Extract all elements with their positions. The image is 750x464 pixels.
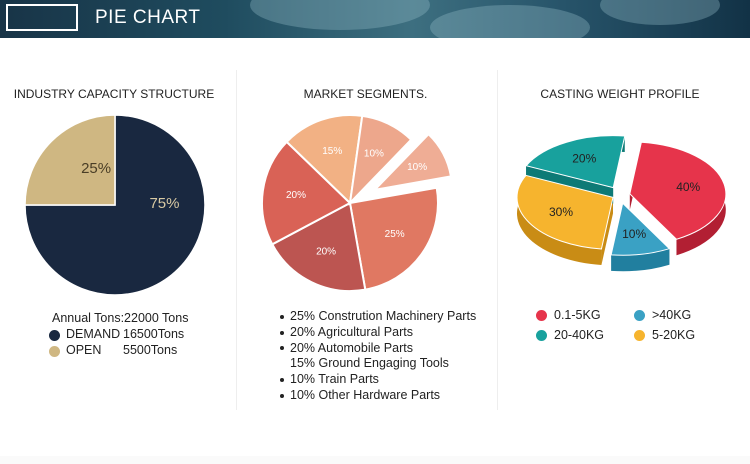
header-banner: PIE CHART xyxy=(0,0,750,38)
segments-slice xyxy=(371,132,453,192)
segments-title: MARKET SEGMENTS. xyxy=(303,87,428,101)
weight-slice-wall xyxy=(601,197,614,265)
segments-slice xyxy=(261,140,352,246)
segments-slice-group xyxy=(371,132,453,192)
column-divider xyxy=(236,70,237,410)
bullet-icon xyxy=(280,314,284,319)
capacity-slice-label: 75% xyxy=(149,195,179,212)
demand-legend-label: DEMAND xyxy=(66,327,121,341)
logo-box xyxy=(6,4,78,31)
capacity-slice-open xyxy=(24,114,116,206)
segments-list: 25% Constrution Machinery Parts 20% Agri… xyxy=(280,309,476,404)
weight-legend-dot xyxy=(536,330,547,341)
capacity-annual-tons: Annual Tons:22000 Tons xyxy=(52,311,189,325)
weight-slice-label: 40% xyxy=(676,180,700,194)
segments-pie-chart: 25% 20% 20% 15% 10% 10% xyxy=(261,114,453,292)
weight-slice-label: 30% xyxy=(549,205,573,219)
segments-slice-group xyxy=(261,140,352,246)
segments-slice xyxy=(270,201,367,292)
bullet-icon xyxy=(280,393,284,398)
weight-legend-label: 20-40KG xyxy=(554,328,605,342)
banner-cloud xyxy=(600,0,720,25)
segment-list-item: 25% Constrution Machinery Parts xyxy=(280,309,476,325)
weight-slice-top xyxy=(525,135,626,189)
banner-cloud xyxy=(250,0,430,30)
segments-slice-label: 25% xyxy=(385,229,405,240)
segment-list-text: 10% Train Parts xyxy=(290,372,379,387)
capacity-slice-label: 25% xyxy=(81,160,111,177)
segment-list-text: 25% Constrution Machinery Parts xyxy=(290,309,477,323)
weight-legend-label: 5-20KG xyxy=(652,328,696,342)
weight-legend-dot xyxy=(536,310,547,321)
column-divider xyxy=(497,70,498,410)
weight-slice-side xyxy=(517,175,614,265)
bottom-strip xyxy=(0,456,750,464)
segment-list-text: 15% Ground Engaging Tools xyxy=(290,356,449,371)
weight-slice xyxy=(629,141,727,240)
segments-slice-label: 20% xyxy=(316,247,336,258)
segment-list-text: 10% Other Hardware Parts xyxy=(290,387,441,402)
banner-cloud xyxy=(430,5,590,38)
segments-slice xyxy=(348,114,413,206)
demand-legend-value: 16500Tons xyxy=(123,327,185,341)
capacity-pie-chart: 75% 25% xyxy=(24,114,206,296)
weight-slice-top xyxy=(610,202,671,256)
segment-list-item: 20% Automobile Parts xyxy=(280,341,476,357)
segment-list-text: 20% Agricultural Parts xyxy=(290,324,413,339)
weight-title: CASTING WEIGHT PROFILE xyxy=(540,87,700,101)
weight-slice-label: 10% xyxy=(622,227,646,241)
weight-slice xyxy=(525,135,626,189)
segments-slice-group xyxy=(348,114,413,206)
weight-slice-top xyxy=(516,174,614,250)
open-legend-label: OPEN xyxy=(66,343,102,357)
segment-list-item: 10% Other Hardware Parts xyxy=(280,388,476,404)
weight-slice-label: 20% xyxy=(572,152,596,166)
segments-slice-group xyxy=(348,186,439,291)
weight-legend-dot xyxy=(634,310,645,321)
weight-slice-top xyxy=(629,141,727,240)
segments-slice xyxy=(285,114,364,206)
weight-pie-chart: 40% 10% 30% 20% xyxy=(516,135,727,272)
demand-legend-dot xyxy=(49,330,60,341)
bullet-icon xyxy=(280,377,284,382)
bullet-icon xyxy=(280,330,284,335)
segments-slice-label: 10% xyxy=(364,149,384,160)
weight-legend-label: >40KG xyxy=(652,308,692,322)
weight-slice-wall xyxy=(611,248,670,272)
weight-legend-label: 0.1-5KG xyxy=(554,308,601,322)
segments-slice-group xyxy=(270,201,367,292)
weight-slice-wall xyxy=(517,175,602,265)
weight-legend-dot xyxy=(634,330,645,341)
bullet-icon xyxy=(280,346,284,351)
weight-slice xyxy=(610,202,671,256)
segments-slice-group xyxy=(285,114,364,206)
segments-slice xyxy=(348,186,439,291)
open-legend-value: 5500Tons xyxy=(123,343,178,357)
weight-slice xyxy=(516,174,614,250)
segment-list-item: 15% Ground Engaging Tools xyxy=(280,356,476,372)
segments-slice-label: 10% xyxy=(407,162,427,173)
page-title: PIE CHART xyxy=(95,7,201,28)
capacity-title: INDUSTRY CAPACITY STRUCTURE xyxy=(13,87,215,101)
segments-slice-label: 20% xyxy=(286,190,306,201)
segments-slice-label: 15% xyxy=(322,146,342,157)
segment-list-item: 10% Train Parts xyxy=(280,372,476,388)
segment-list-text: 20% Automobile Parts xyxy=(290,340,413,355)
open-legend-dot xyxy=(49,346,60,357)
segment-list-item: 20% Agricultural Parts xyxy=(280,325,476,341)
